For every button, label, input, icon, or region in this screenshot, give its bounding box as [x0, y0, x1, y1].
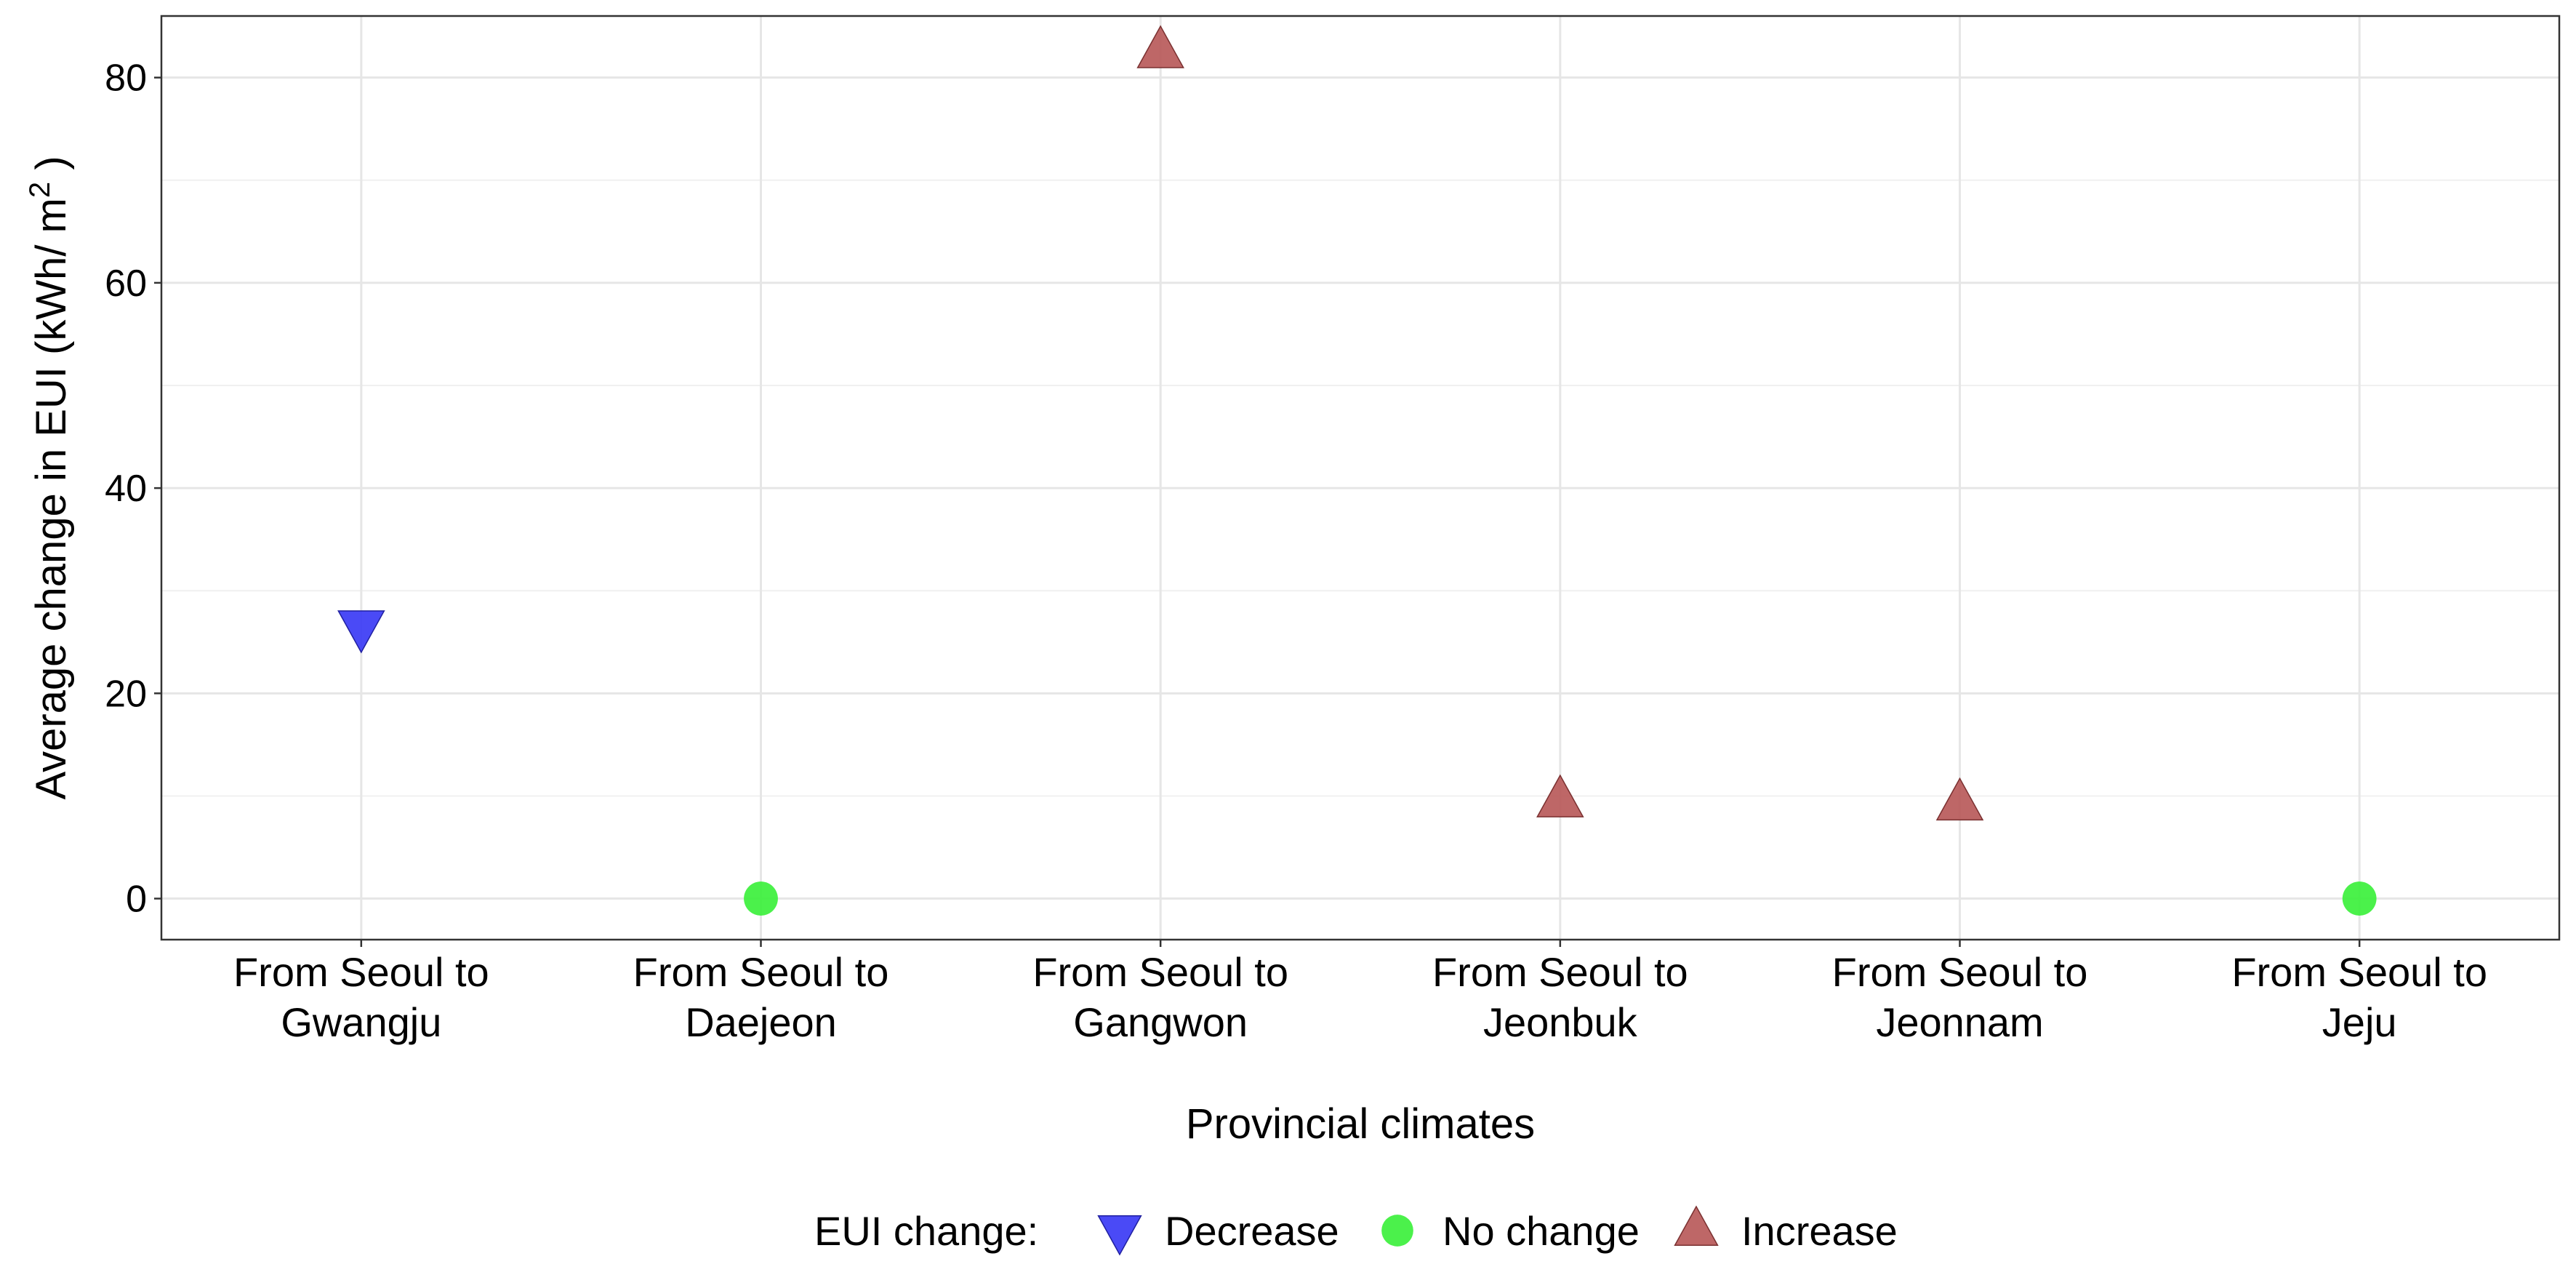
legend-label: No change — [1443, 1208, 1640, 1254]
x-tick-label-line1: From Seoul to — [1032, 949, 1288, 995]
legend-label: Increase — [1741, 1208, 1898, 1254]
legend-item: No change — [1381, 1208, 1640, 1254]
legend-item: Increase — [1674, 1205, 1898, 1254]
x-tick-label-line2: Gwangju — [281, 999, 441, 1045]
legend-key — [1097, 1215, 1142, 1256]
legend-title: EUI change: — [814, 1208, 1038, 1254]
y-axis: 0 20 40 60 80 — [105, 57, 161, 921]
data-point — [337, 610, 385, 654]
x-tick-label-line2: Jeju — [2322, 999, 2397, 1045]
data-point — [1136, 25, 1184, 68]
x-tick-label-line2: Gangwon — [1073, 999, 1248, 1045]
x-tick-label-line2: Jeonnam — [1876, 999, 2043, 1045]
legend-key — [1381, 1215, 1413, 1247]
y-tick-label: 20 — [105, 673, 147, 715]
y-tick-label: 60 — [105, 263, 147, 305]
data-point — [1935, 777, 1984, 821]
data-point — [1536, 774, 1584, 817]
data-points — [337, 25, 2377, 916]
x-tick-label-line1: From Seoul to — [2231, 949, 2487, 995]
y-tick-label: 0 — [126, 879, 147, 921]
y-axis-title: Average change in EUI (kWh/ m2 ) — [24, 156, 75, 799]
legend: EUI change: Decrease No change Increase — [814, 1205, 1898, 1256]
x-tick-label-line2: Daejeon — [685, 999, 837, 1045]
x-tick-label-line2: Jeonbuk — [1483, 999, 1638, 1045]
y-axis-title-main: Average change in EUI (kWh/ m — [28, 198, 75, 799]
plot-border — [160, 15, 2561, 941]
y-tick-label: 80 — [105, 57, 147, 100]
legend-key — [1674, 1205, 1719, 1246]
x-tick-label-line1: From Seoul to — [1432, 949, 1688, 995]
y-axis-title-superscript: 2 — [24, 182, 56, 198]
legend-label: Decrease — [1165, 1208, 1339, 1254]
x-tick-label-line1: From Seoul to — [233, 949, 489, 995]
x-tick-label-line1: From Seoul to — [1832, 949, 2088, 995]
x-axis-title: Provincial climates — [1186, 1100, 1535, 1148]
y-axis-title-suffix: ) — [28, 156, 75, 181]
data-point — [744, 881, 778, 916]
y-tick-label: 40 — [105, 468, 147, 510]
plot-background — [161, 16, 2559, 940]
data-point — [2342, 881, 2377, 916]
legend-item: Decrease — [1097, 1208, 1339, 1256]
x-tick-label-line1: From Seoul to — [633, 949, 889, 995]
